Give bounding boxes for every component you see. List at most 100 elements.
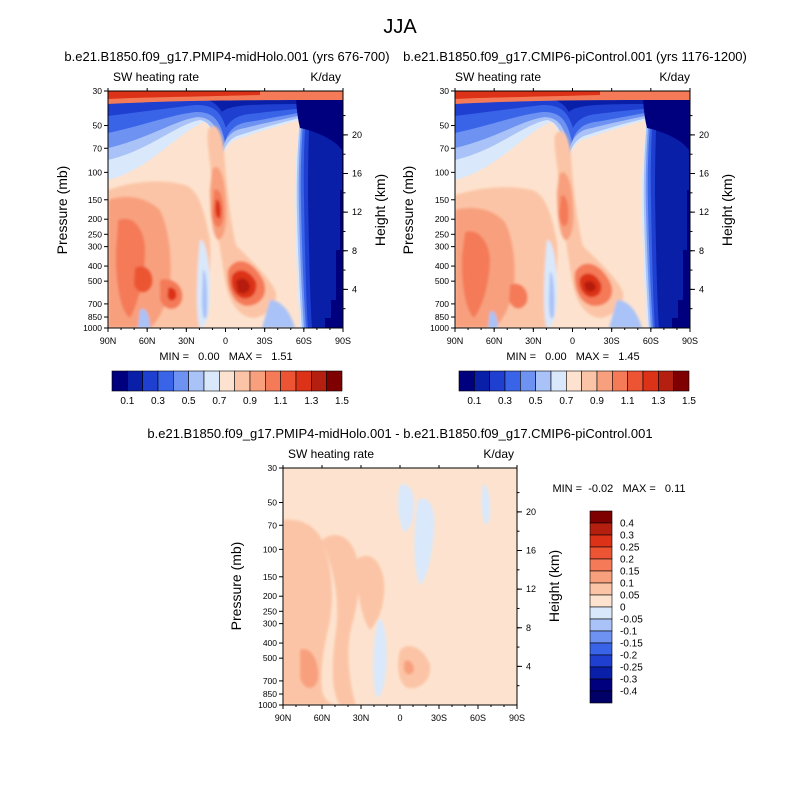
panel-1-ylabel: Pressure (mb) <box>54 166 70 255</box>
y-tick-label: 50 <box>93 121 103 131</box>
height-tick-label: 12 <box>699 207 709 217</box>
colorbar-segment <box>581 370 598 392</box>
colorbar-segment <box>219 370 235 392</box>
panel-2-hticks: 20 16 12 8 4 <box>690 115 709 310</box>
colorbar-segment <box>589 630 613 644</box>
panel-3-stats: MIN = -0.02 MAX = 0.11 <box>552 483 685 495</box>
colorbar-label: -0.1 <box>620 627 638 638</box>
y-tick-label: 700 <box>435 299 449 309</box>
x-tick-label: 90N <box>100 336 117 346</box>
y-tick-label: 150 <box>263 572 277 582</box>
colorbar-label: 0.4 <box>620 519 634 530</box>
height-tick-label: 20 <box>526 507 536 517</box>
colorbar-segment <box>249 370 266 392</box>
colorbar-label: 1.3 <box>304 396 318 407</box>
colorbar-segment <box>280 370 297 392</box>
colorbar-segment <box>589 666 613 680</box>
panel-2: b.e21.B1850.f09_g17.CMIP6-piControl.001 … <box>400 49 747 407</box>
colorbar-label: 0.1 <box>620 579 634 590</box>
y-tick-label: 850 <box>435 312 449 322</box>
colorbar-label: 0.15 <box>620 567 640 578</box>
panel-3-ylabel-right: Height (km) <box>546 550 562 622</box>
colorbar-segment <box>188 370 205 392</box>
panel-3: b.e21.B1850.f09_g17.PMIP4-midHolo.001 - … <box>147 426 685 723</box>
y-tick-label: 30 <box>93 86 103 96</box>
y-tick-label: 500 <box>263 653 277 663</box>
y-tick-label: 150 <box>435 195 449 205</box>
panel-1-units: K/day <box>310 70 341 84</box>
y-tick-label: 50 <box>268 498 278 508</box>
height-tick-label: 4 <box>352 284 357 294</box>
colorbar-label: 0.5 <box>182 396 196 407</box>
panel-3-left-label: SW heating rate <box>288 447 374 461</box>
height-tick-label: 16 <box>526 546 536 556</box>
panel-2-xticks: 90N 60N 30N 0 30S 60S 90S <box>447 88 698 346</box>
colorbar-segment <box>589 678 613 692</box>
panel-1-xticks: 90N 60N 30N 0 30S 60S 90S <box>100 88 351 346</box>
colorbar-label: 1.5 <box>335 396 349 407</box>
y-tick-label: 500 <box>435 276 449 286</box>
figure-title: JJA <box>383 16 417 38</box>
x-tick-label: 60S <box>643 336 659 346</box>
panel-2-ylabel: Pressure (mb) <box>400 166 416 255</box>
y-tick-label: 50 <box>440 121 450 131</box>
colorbar-label: -0.4 <box>620 687 638 698</box>
x-tick-label: 90N <box>275 713 292 723</box>
panel-2-stats: MIN = 0.00 MAX = 1.45 <box>506 351 639 363</box>
colorbar-label: -0.3 <box>620 675 638 686</box>
panel-2-contour-field <box>455 91 690 328</box>
y-tick-label: 400 <box>263 638 277 648</box>
y-tick-label: 100 <box>88 167 102 177</box>
y-tick-label: 100 <box>435 167 449 177</box>
height-tick-label: 20 <box>699 130 709 140</box>
colorbar-segment <box>589 558 613 572</box>
y-tick-label: 150 <box>88 195 102 205</box>
panel-1-left-label: SW heating rate <box>113 70 199 84</box>
height-tick-label: 12 <box>526 584 536 594</box>
colorbar-segment <box>673 370 690 392</box>
colorbar-label: 0.3 <box>620 531 634 542</box>
panel-1: b.e21.B1850.f09_g17.PMIP4-midHolo.001 (y… <box>54 49 390 407</box>
y-tick-label: 1000 <box>430 323 449 333</box>
x-tick-label: 30S <box>604 336 620 346</box>
x-tick-label: 60S <box>470 713 486 723</box>
panel-2-ylabel-right: Height (km) <box>719 174 735 246</box>
colorbar-segment <box>489 370 506 392</box>
colorbar-segment <box>589 690 613 704</box>
y-tick-label: 250 <box>263 606 277 616</box>
colorbar-segment <box>203 370 220 392</box>
panel-2-title: b.e21.B1850.f09_g17.CMIP6-piControl.001 … <box>403 49 747 64</box>
colorbar-label: 0.7 <box>212 396 226 407</box>
colorbar-segment <box>566 370 582 392</box>
y-tick-label: 30 <box>268 463 278 473</box>
colorbar-segment <box>504 370 521 392</box>
y-tick-label: 70 <box>93 143 103 153</box>
panel-1-contour-field <box>108 91 343 328</box>
height-tick-label: 16 <box>352 169 362 179</box>
colorbar-segment <box>589 522 613 536</box>
panel-1-hticks: 20 16 12 8 4 <box>343 115 362 310</box>
x-tick-label: 30N <box>353 713 370 723</box>
colorbar-segment <box>589 618 613 632</box>
panel-3-ylabel: Pressure (mb) <box>228 542 244 631</box>
x-tick-label: 30N <box>178 336 195 346</box>
colorbar-label: 0.5 <box>529 396 543 407</box>
colorbar-segment <box>642 370 659 392</box>
colorbar-segment <box>326 370 343 392</box>
x-tick-label: 0 <box>223 336 228 346</box>
colorbar-segment <box>311 370 327 392</box>
panel-2-units: K/day <box>659 70 690 84</box>
colorbar-1: 0.1 0.3 0.5 0.7 0.9 1.1 1.3 1.5 <box>111 370 349 407</box>
colorbar-label: 0.1 <box>120 396 134 407</box>
colorbar-label: -0.2 <box>620 651 638 662</box>
colorbar-segment <box>142 370 159 392</box>
x-tick-label: 0 <box>570 336 575 346</box>
colorbar-segment <box>627 370 644 392</box>
colorbar-segment <box>596 370 613 392</box>
y-tick-label: 1000 <box>83 323 102 333</box>
panel-3-units: K/day <box>483 447 514 461</box>
y-tick-label: 30 <box>440 86 450 96</box>
colorbar-label: -0.15 <box>620 639 643 650</box>
colorbar-segment <box>589 570 613 584</box>
